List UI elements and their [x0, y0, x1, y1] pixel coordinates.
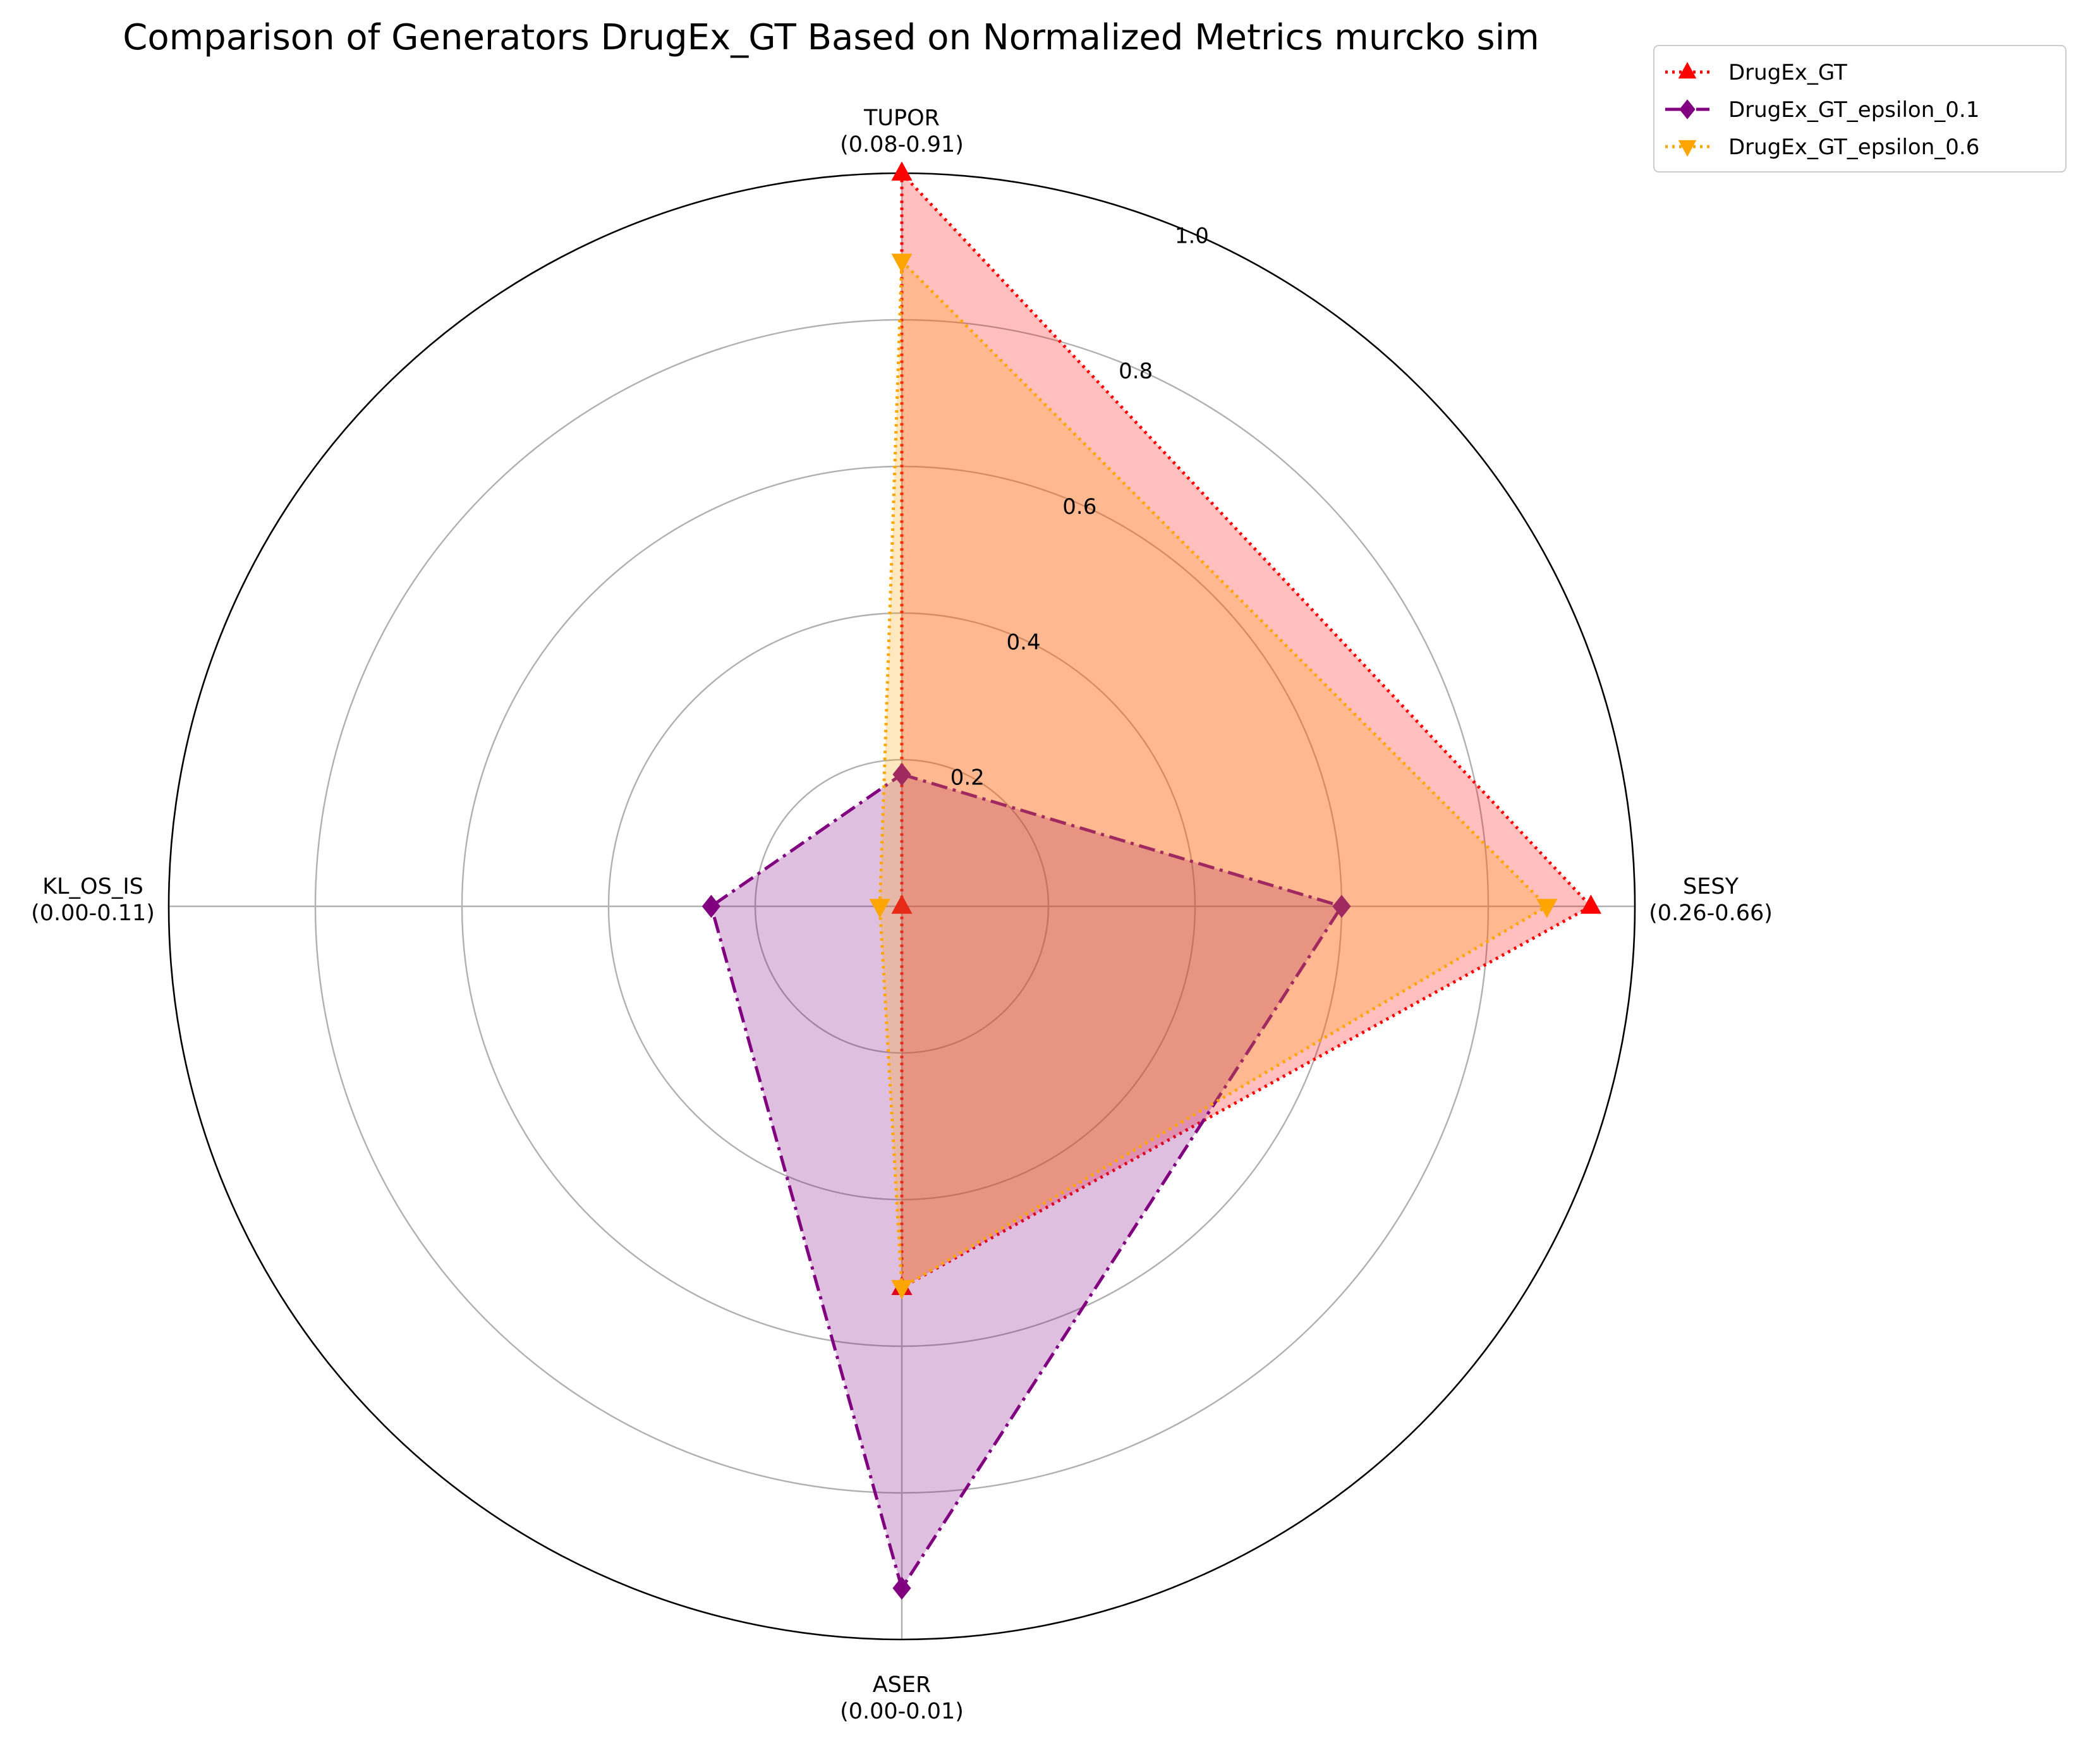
- data-point-drugex-gt-epsilon-0-1-kl-os-is: [701, 894, 720, 918]
- legend: DrugEx_GT DrugEx_GT_epsilon_0.1 DrugEx_GT_…: [1653, 45, 2067, 173]
- radial-tick-0: 0.2: [950, 765, 985, 791]
- axis-range-aser: (0.00-0.01): [840, 1699, 964, 1724]
- series-area-drugex-gt: [902, 173, 1591, 1288]
- data-point-drugex-gt-epsilon-0-6-kl-os-is: [869, 899, 890, 918]
- axis-label-kl-os-is: KL_OS_IS: [42, 874, 143, 899]
- series-area-drugex-gt-epsilon-0-1: [711, 774, 1342, 1588]
- data-point-drugex-gt-epsilon-0-6-sesy: [1536, 899, 1558, 918]
- legend-item-drugex-gt-epsilon-0-1: DrugEx_GT_epsilon_0.1: [1665, 97, 1979, 123]
- legend-marker: [1678, 140, 1697, 157]
- data-point-drugex-gt-kl-os-is: [891, 894, 913, 914]
- data-point-drugex-gt-epsilon-0-1-tupor: [892, 762, 911, 786]
- legend-item-drugex-gt-epsilon-0-6: DrugEx_GT_epsilon_0.6: [1665, 135, 1979, 160]
- radial-tick-1: 0.4: [1007, 630, 1041, 655]
- axis-label-tupor: TUPOR: [863, 106, 940, 131]
- axis-range-kl-os-is: (0.00-0.11): [31, 901, 155, 926]
- series-drugex-gt-epsilon-0-6: [869, 253, 1558, 1299]
- legend-item-drugex-gt: DrugEx_GT: [1665, 60, 1847, 85]
- chart-title: Comparison of Generators DrugEx_GT Based…: [123, 17, 1539, 58]
- radial-tick-2: 0.6: [1062, 494, 1096, 520]
- axis-label-sesy: SESY: [1683, 874, 1739, 899]
- axis-labels: TUPOR(0.08-0.91)SESY(0.26-0.66)ASER(0.00…: [31, 106, 1773, 1724]
- data-point-drugex-gt-epsilon-0-6-tupor: [891, 253, 913, 273]
- data-point-drugex-gt-sesy: [1580, 894, 1601, 914]
- data-point-drugex-gt-epsilon-0-6-aser: [891, 1280, 913, 1299]
- legend-marker: [1678, 61, 1697, 79]
- radial-tick-labels: 0.2 0.4 0.6 0.8 1.0: [950, 223, 1209, 790]
- legend-label: DrugEx_GT: [1728, 60, 1847, 85]
- radial-tick-3: 0.8: [1119, 359, 1153, 384]
- legend-label: DrugEx_GT_epsilon_0.1: [1728, 97, 1979, 123]
- legend-marker: [1679, 99, 1696, 119]
- data-point-drugex-gt-tupor: [891, 161, 913, 181]
- axis-range-tupor: (0.08-0.91): [840, 132, 964, 157]
- legend-label: DrugEx_GT_epsilon_0.6: [1728, 135, 1979, 160]
- legend-box: [1653, 45, 2067, 173]
- series-drugex-gt-epsilon-0-1: [701, 762, 1351, 1600]
- axis-label-aser: ASER: [873, 1672, 932, 1698]
- radar-series: [701, 161, 1601, 1600]
- radial-tick-4: 1.0: [1175, 223, 1209, 248]
- data-point-drugex-gt-epsilon-0-1-aser: [892, 1576, 911, 1600]
- axis-range-sesy: (0.26-0.66): [1649, 901, 1773, 926]
- data-point-drugex-gt-epsilon-0-1-sesy: [1332, 894, 1351, 918]
- series-area-drugex-gt-epsilon-0-6: [880, 261, 1547, 1288]
